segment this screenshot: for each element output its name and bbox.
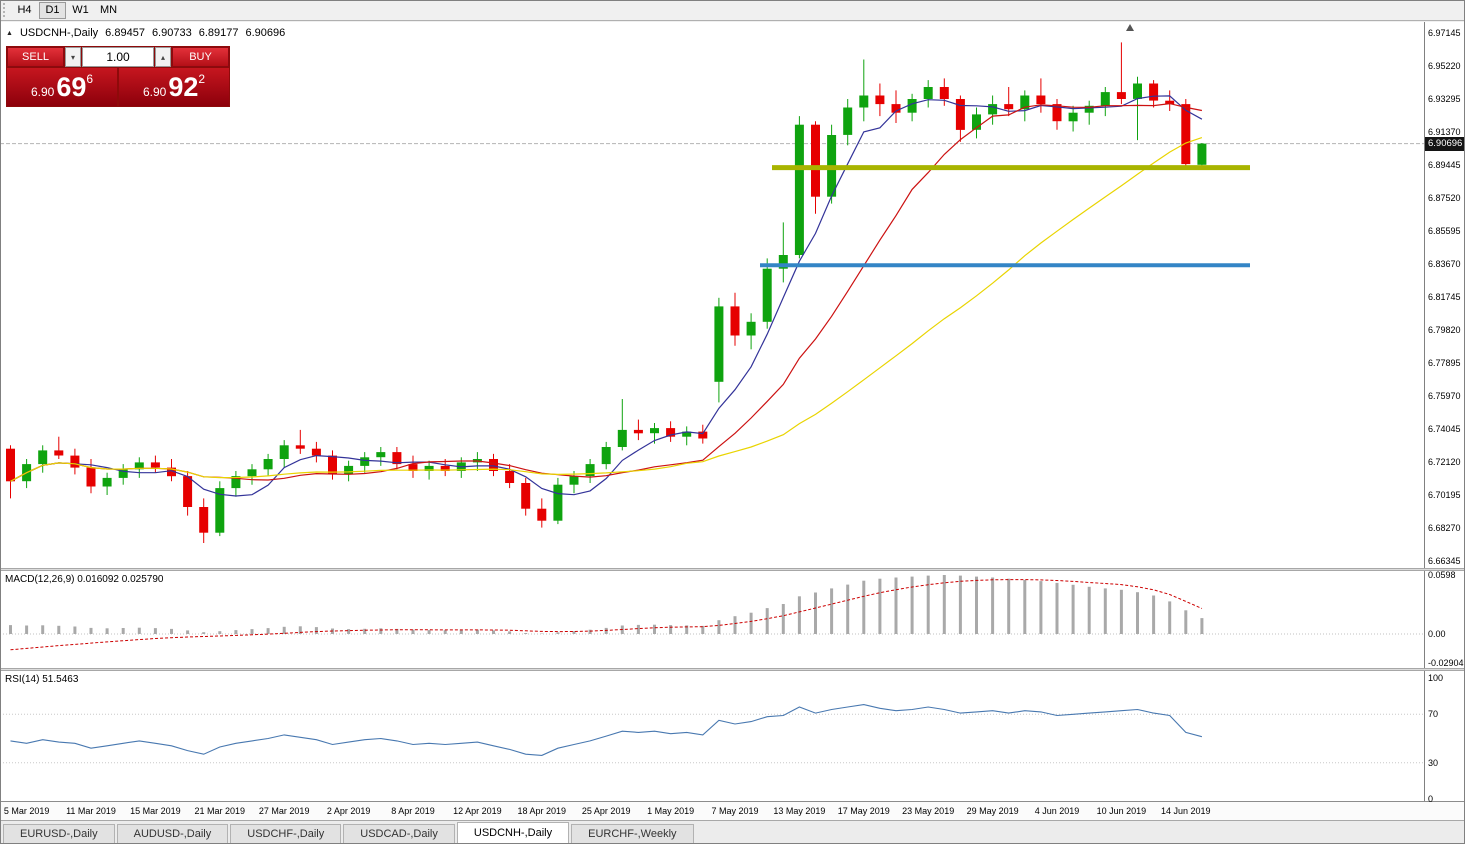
timeframe-button-group: H4 D1 W1 MN: [11, 1, 123, 19]
price-axis-label: 6.97145: [1428, 28, 1461, 39]
chart-tab-usdchf-daily[interactable]: USDCHF-,Daily: [230, 824, 342, 844]
sell-price-prefix: 6.90: [30, 85, 55, 99]
price-axis-label: 6.68270: [1428, 523, 1461, 534]
price-axis-label: 6.83670: [1428, 259, 1461, 270]
chart-symbol-label: USDCNH-,Daily: [19, 27, 99, 39]
ohlc-low-value: 6.89177: [198, 27, 239, 39]
buy-price-prefix: 6.90: [142, 85, 167, 99]
pane-splitter[interactable]: [0, 668, 1465, 671]
chart-tab-bar: EURUSD-,Daily AUDUSD-,Daily USDCHF-,Daily U…: [0, 820, 1465, 844]
macd-axis-label: 0.0598: [1428, 570, 1456, 580]
macd-canvas[interactable]: [0, 571, 1424, 668]
ohlc-high-value: 6.90733: [151, 27, 192, 39]
date-axis-label: 4 Jun 2019: [1034, 806, 1080, 816]
macd-indicator-label: MACD(12,26,9) 0.016092 0.025790: [5, 574, 164, 585]
macd-pane: MACD(12,26,9) 0.016092 0.025790: [0, 571, 1424, 668]
volume-decrease-button[interactable]: ▾: [65, 47, 81, 67]
timeframe-toolbar: H4 D1 W1 MN: [0, 0, 1465, 21]
date-axis-label: 23 May 2019: [902, 806, 955, 816]
date-axis-label: 14 Jun 2019: [1161, 806, 1211, 816]
sell-price-display[interactable]: 6.90 69 6: [7, 68, 117, 106]
chart-tab-list: EURUSD-,Daily AUDUSD-,Daily USDCHF-,Daily U…: [3, 822, 696, 844]
price-axis-label: 6.66345: [1428, 556, 1461, 567]
date-axis-label: 2 Apr 2019: [326, 806, 371, 816]
rsi-pane: RSI(14) 51.5463: [0, 671, 1424, 801]
chart-tab-usdcnh-daily[interactable]: USDCNH-,Daily: [456, 822, 570, 844]
sell-button[interactable]: SELL: [7, 47, 64, 67]
timeframe-button-mn[interactable]: MN: [95, 1, 122, 19]
date-axis-label: 7 May 2019: [711, 806, 759, 816]
price-axis[interactable]: 6.97145 6.95220 6.93295 6.91370 6.89445 6.875…: [1424, 22, 1465, 804]
buy-price-pip-digit: 2: [198, 72, 206, 86]
price-axis-label: 6.77895: [1428, 358, 1461, 369]
sell-price-big-digits: 69: [56, 72, 87, 102]
price-axis-label: 6.81745: [1428, 292, 1461, 303]
rsi-canvas[interactable]: [0, 671, 1424, 801]
macd-axis-label: 0.00: [1428, 629, 1446, 639]
ohlc-open-value: 6.89457: [105, 27, 145, 39]
date-axis-label: 1 May 2019: [647, 806, 695, 816]
price-axis-label: 6.93295: [1428, 94, 1461, 105]
trade-prices-row: 6.90 69 6 6.90 92 2: [7, 68, 229, 106]
date-axis-label: 17 May 2019: [837, 806, 890, 816]
buy-price-big-digits: 92: [168, 72, 199, 102]
ohlc-close-value: 6.90696: [245, 27, 286, 39]
date-axis-label: 11 Mar 2019: [66, 806, 116, 816]
pane-splitter[interactable]: [0, 568, 1465, 571]
macd-axis-label: -0.029049: [1428, 657, 1465, 668]
date-axis-label: 13 May 2019: [773, 806, 826, 816]
rsi-axis-label: 70: [1428, 709, 1439, 720]
chart-tab-usdcad-daily[interactable]: USDCAD-,Daily: [343, 824, 455, 844]
price-axis-label: 6.72120: [1428, 457, 1461, 468]
date-axis-label: 25 Apr 2019: [581, 806, 631, 816]
date-axis-label: 27 Mar 2019: [258, 806, 310, 816]
timeframe-button-d1[interactable]: D1: [39, 1, 66, 19]
price-axis-label: 6.85595: [1428, 226, 1461, 237]
volume-input[interactable]: [82, 47, 154, 67]
date-axis-label: 15 Mar 2019: [130, 806, 181, 816]
chart-tab-eurchf-weekly[interactable]: EURCHF-,Weekly: [571, 824, 694, 844]
chart-tab-audusd-daily[interactable]: AUDUSD-,Daily: [116, 824, 229, 844]
price-axis-label: 6.74045: [1428, 424, 1461, 435]
price-axis-label: 6.79820: [1428, 325, 1461, 336]
timeframe-button-h4[interactable]: H4: [11, 1, 38, 19]
date-axis-label: 10 Jun 2019: [1096, 806, 1147, 816]
buy-button[interactable]: BUY: [172, 47, 229, 67]
main-chart-canvas[interactable]: [0, 22, 1424, 568]
buy-price-display[interactable]: 6.90 92 2: [119, 68, 229, 106]
date-axis[interactable]: 5 Mar 2019 11 Mar 2019 15 Mar 2019 21 Mar 2…: [0, 801, 1465, 820]
chart-ohlc-header: ▲ USDCNH-,Daily 6.89457 6.90733 6.89177 …: [6, 27, 285, 39]
chart-tab-eurusd-daily[interactable]: EURUSD-,Daily: [3, 824, 115, 844]
date-axis-label: 12 Apr 2019: [453, 806, 502, 816]
chart-shift-marker-icon[interactable]: [1126, 24, 1134, 31]
volume-increase-button[interactable]: ▴: [155, 47, 171, 67]
price-axis-label: 6.75970: [1428, 391, 1461, 402]
date-axis-label: 8 Apr 2019: [391, 806, 435, 816]
date-axis-label: 21 Mar 2019: [194, 806, 246, 816]
main-chart-pane: ▲ USDCNH-,Daily 6.89457 6.90733 6.89177 …: [0, 22, 1424, 568]
date-axis-label: 5 Mar 2019: [3, 806, 50, 816]
price-axis-label: 6.87520: [1428, 193, 1461, 204]
sell-price-pip-digit: 6: [86, 72, 94, 86]
rsi-axis-label: 30: [1428, 757, 1439, 768]
trade-controls-row: SELL ▾ ▴ BUY: [7, 47, 229, 67]
price-axis-label: 6.70195: [1428, 490, 1461, 501]
timeframe-button-w1[interactable]: W1: [67, 1, 94, 19]
toolbar-grip-icon[interactable]: [3, 3, 7, 17]
one-click-trading-panel: SELL ▾ ▴ BUY 6.90 69 6 6.90 92 2: [6, 46, 230, 107]
caret-up-icon: ▴: [160, 52, 165, 62]
price-axis-label: 6.91370: [1428, 127, 1461, 138]
price-axis-label: 6.95220: [1428, 61, 1461, 72]
current-price-badge: 6.90696: [1425, 136, 1465, 151]
rsi-indicator-label: RSI(14) 51.5463: [5, 674, 79, 685]
price-axis-label: 6.89445: [1428, 160, 1461, 171]
date-axis-label: 18 Apr 2019: [517, 806, 567, 816]
rsi-axis-label: 0: [1428, 794, 1434, 804]
caret-down-icon: ▾: [70, 52, 75, 62]
symbol-marker-icon: ▲: [6, 29, 13, 37]
date-axis-label: 29 May 2019: [966, 806, 1019, 816]
rsi-axis-label: 100: [1428, 673, 1444, 683]
